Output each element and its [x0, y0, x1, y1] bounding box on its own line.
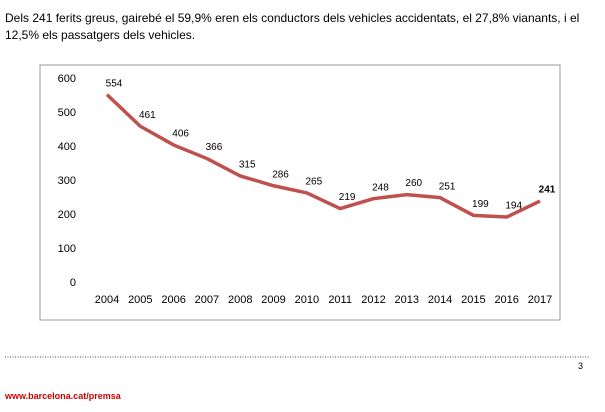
data-label: 406: [172, 129, 189, 140]
x-tick-label: 2016: [494, 294, 518, 306]
data-label: 248: [372, 182, 389, 193]
page-number: 3: [578, 361, 584, 371]
x-tick-label: 2005: [128, 294, 152, 306]
footer-link: www.barcelona.cat/premsa: [5, 391, 121, 401]
x-tick-label: 2010: [295, 294, 319, 306]
data-label: 366: [206, 142, 223, 153]
x-tick-label: 2006: [161, 294, 185, 306]
y-tick-label: 300: [58, 175, 76, 187]
x-tick-label: 2014: [428, 294, 452, 306]
y-tick-label: 400: [58, 141, 76, 153]
x-tick-label: 2012: [361, 294, 385, 306]
data-label: 219: [339, 192, 356, 203]
x-tick-label: 2007: [195, 294, 219, 306]
y-tick-label: 500: [58, 107, 76, 119]
chart-frame: [39, 64, 561, 321]
y-tick-label: 600: [58, 73, 76, 85]
x-tick-label: 2015: [461, 294, 485, 306]
data-label: 251: [439, 181, 456, 192]
data-label: 265: [306, 177, 323, 188]
data-label: 199: [472, 199, 489, 210]
data-label: 241: [539, 185, 556, 196]
data-label: 194: [505, 201, 522, 212]
data-line: [105, 93, 541, 219]
x-tick-label: 2011: [328, 294, 352, 306]
data-label: 260: [405, 178, 422, 189]
data-label: 461: [139, 110, 156, 121]
x-tick-label: 2004: [95, 294, 119, 306]
x-tick-label: 2008: [228, 294, 252, 306]
y-tick-label: 0: [70, 277, 76, 289]
x-tick-label: 2013: [395, 294, 419, 306]
y-tick-label: 200: [58, 209, 76, 221]
x-tick-label: 2017: [528, 294, 552, 306]
paragraph: Dels 241 ferits greus, gairebé el 59,9% …: [5, 11, 580, 42]
x-tick-label: 2009: [261, 294, 285, 306]
data-label: 554: [106, 78, 123, 89]
data-label: 315: [239, 160, 256, 171]
data-label: 286: [272, 169, 289, 180]
y-tick-label: 100: [58, 243, 76, 255]
